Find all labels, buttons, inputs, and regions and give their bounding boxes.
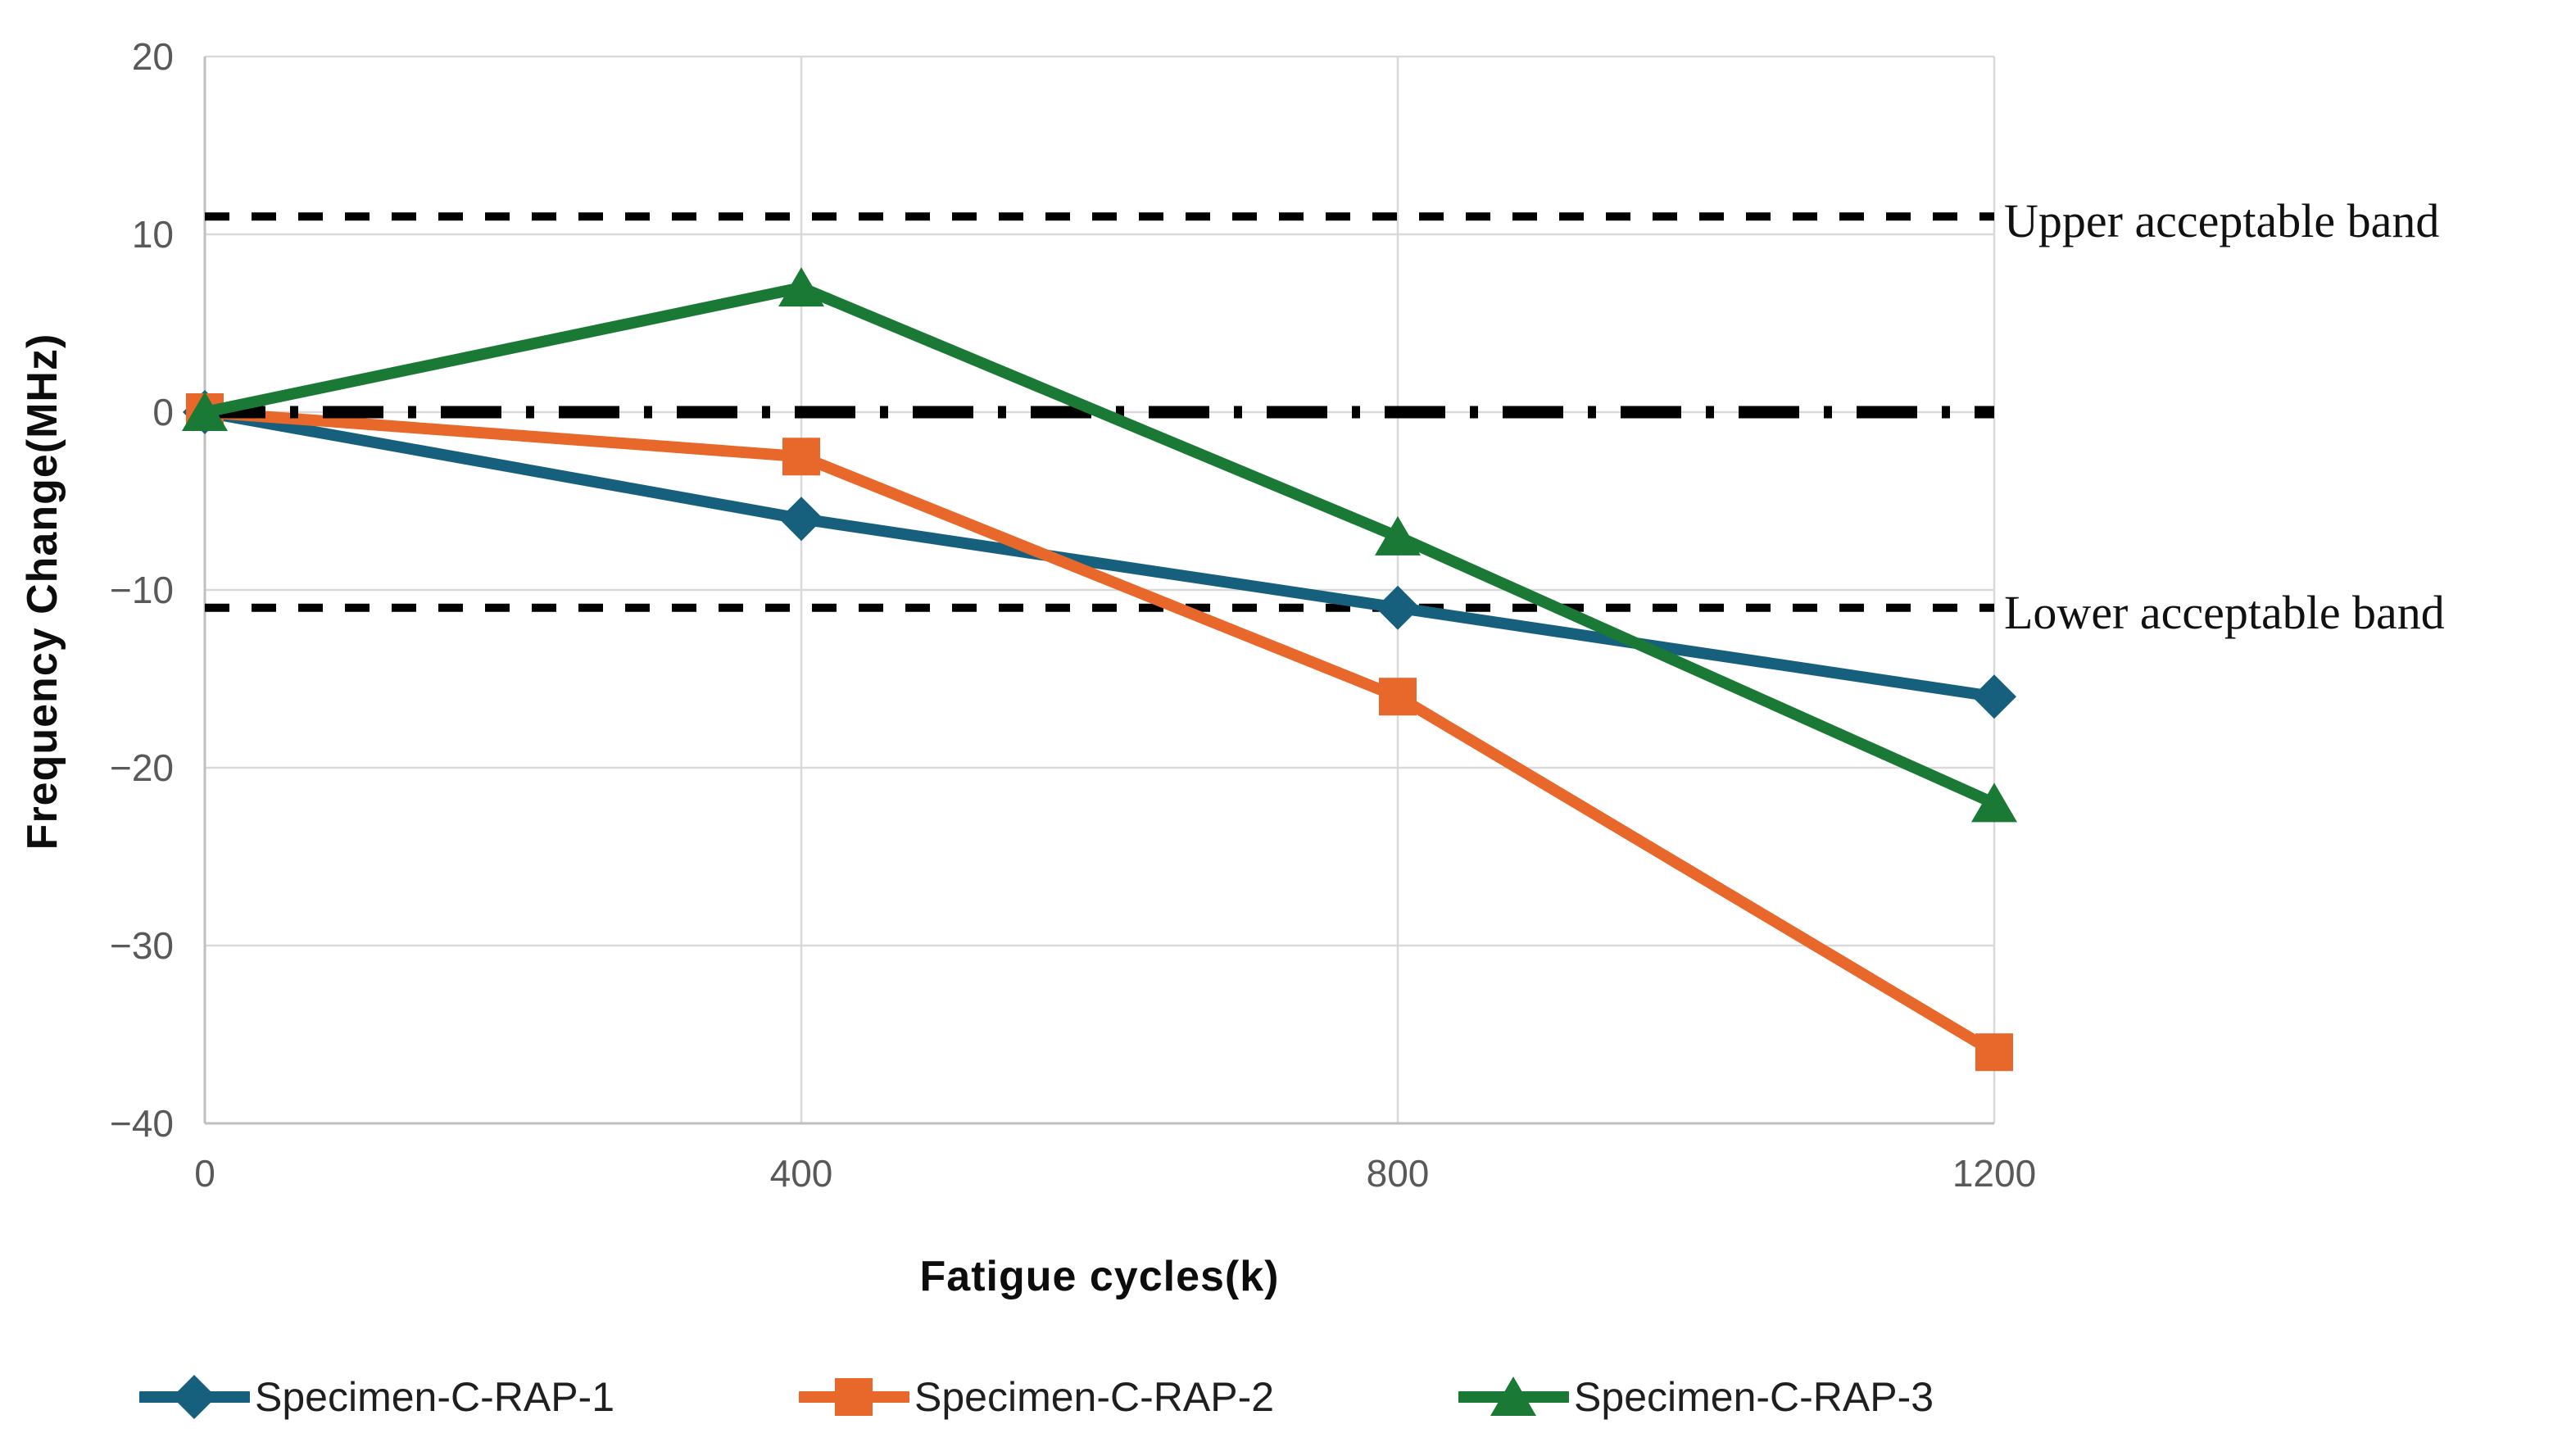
x-tick-1200: 1200 — [1952, 1152, 2037, 1195]
legend: Specimen-C-RAP-1 Specimen-C-RAP-2 Specim… — [139, 1368, 1934, 1427]
triangle-marker-icon — [1458, 1377, 1570, 1416]
upper-band-label: Upper acceptable band — [2004, 194, 2440, 247]
legend-label-specimen-c-rap-2: Specimen-C-RAP-2 — [914, 1374, 1275, 1420]
x-tick-400: 400 — [769, 1152, 833, 1195]
legend-item-specimen-c-rap-1: Specimen-C-RAP-1 — [139, 1368, 614, 1427]
x-axis-title: Fatigue cycles(k) — [919, 1253, 1280, 1300]
y-axis-title: Frequency Change(MHz) — [19, 333, 66, 850]
legend-label-specimen-c-rap-3: Specimen-C-RAP-3 — [1574, 1374, 1934, 1420]
diamond-marker-icon — [139, 1375, 250, 1419]
legend-item-specimen-c-rap-3: Specimen-C-RAP-3 — [1458, 1368, 1934, 1427]
y-tick-20: 20 — [131, 35, 174, 78]
y-tick-neg20: −20 — [109, 746, 174, 789]
y-tick-neg30: −30 — [109, 924, 174, 967]
x-tick-800: 800 — [1366, 1152, 1430, 1195]
y-tick-neg10: −10 — [109, 569, 174, 611]
legend-item-specimen-c-rap-2: Specimen-C-RAP-2 — [799, 1368, 1274, 1427]
legend-label-specimen-c-rap-1: Specimen-C-RAP-1 — [255, 1374, 615, 1420]
square-marker-icon — [799, 1378, 910, 1416]
x-tick-0: 0 — [194, 1152, 215, 1195]
y-tick-neg40: −40 — [109, 1102, 174, 1145]
lower-band-label: Lower acceptable band — [2004, 586, 2445, 639]
y-tick-0: 0 — [152, 391, 174, 433]
y-tick-10: 10 — [131, 213, 174, 256]
